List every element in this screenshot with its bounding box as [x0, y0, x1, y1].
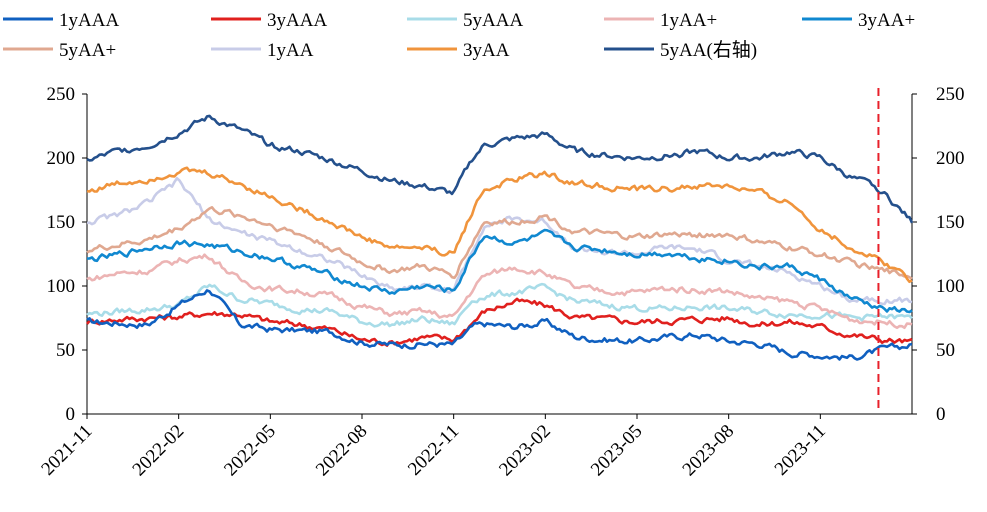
y-axis-left: 0 50 100 150 200 250: [47, 84, 87, 425]
legend-item: 5yAA+: [3, 40, 116, 61]
legend-item: 3yAA: [407, 40, 510, 61]
y-tick-label: 250: [47, 84, 76, 105]
legend-item: 1yAAA: [3, 10, 119, 31]
legend-item: 5yAA(右轴): [604, 39, 757, 61]
legend-item: 5yAAA: [407, 10, 523, 31]
legend-label: 1yAA: [267, 40, 314, 61]
x-tick-label: 2023-05: [587, 421, 647, 481]
legend-label: 5yAAA: [463, 10, 523, 31]
legend-label: 5yAA(右轴): [660, 39, 757, 61]
y2-tick-label: 150: [936, 212, 965, 233]
series-line-5yaa: [86, 114, 914, 224]
y2-tick-label: 250: [936, 84, 965, 105]
y-tick-label: 150: [47, 212, 76, 233]
legend-item: 3yAAA: [211, 10, 327, 31]
x-axis: 2021-11 2022-02 2022-05 2022-08 2022-11 2023-…: [37, 414, 830, 481]
y2-tick-label: 200: [936, 148, 965, 169]
legend: 1yAAA 3yAAA 5yAAA 1yAA+ 3yAA+ 5yAA+ 1yAA 3yAA 5y…: [3, 10, 915, 61]
x-tick-label: 2023-08: [679, 421, 739, 481]
y2-tick-label: 0: [936, 404, 946, 425]
x-tick-label: 2023-11: [771, 421, 830, 480]
legend-label: 3yAA: [463, 40, 510, 61]
legend-label: 3yAAA: [267, 10, 327, 31]
x-tick-label: 2022-08: [312, 421, 372, 481]
x-tick-label: 2022-02: [129, 421, 189, 481]
series-line-3yaa: [86, 166, 913, 284]
x-tick-label: 2023-02: [495, 421, 555, 481]
y-tick-label: 100: [47, 276, 76, 297]
legend-label: 1yAA+: [660, 10, 717, 31]
y-axis-right: 0 50 100 150 200 250: [912, 84, 965, 425]
legend-item: 1yAA: [211, 40, 314, 61]
legend-label: 5yAA+: [59, 40, 116, 61]
x-tick-label: 2021-11: [37, 421, 96, 480]
y-tick-label: 50: [56, 340, 75, 361]
series-lines: [86, 114, 914, 361]
y-tick-label: 0: [66, 404, 76, 425]
y-tick-label: 200: [47, 148, 76, 169]
series-line-3yaaa: [86, 297, 913, 347]
legend-item: 1yAA+: [604, 10, 717, 31]
legend-item: 3yAA+: [802, 10, 915, 31]
series-line-3yaa-plus: [86, 228, 913, 314]
series-line-1yaa-plus: [86, 253, 913, 330]
legend-label: 3yAA+: [858, 10, 915, 31]
y2-tick-label: 50: [936, 340, 955, 361]
y2-tick-label: 100: [936, 276, 965, 297]
series-line-5yaa-plus: [86, 206, 913, 280]
x-tick-label: 2022-11: [404, 421, 463, 480]
series-line-1yaaa: [86, 289, 913, 361]
legend-label: 1yAAA: [59, 10, 119, 31]
series-line-5yaaa: [86, 282, 913, 328]
x-tick-label: 2022-05: [220, 421, 280, 481]
